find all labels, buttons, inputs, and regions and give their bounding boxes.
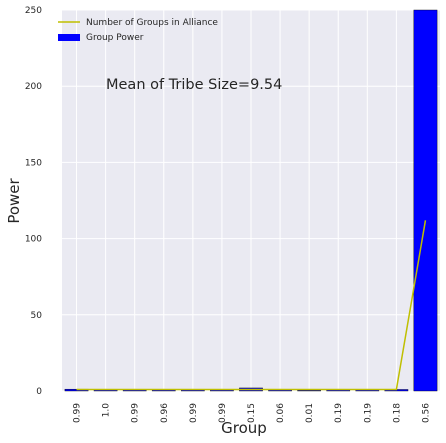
legend: Number of Groups in Alliance Group Power [58,18,218,43]
y-tick-label-2: 100 [25,235,42,245]
x-tick-label-7: 0.06 [276,403,286,423]
y-tick-label-1: 50 [31,311,43,321]
x-tick-label-11: 0.18 [392,403,402,423]
line-groups-in-alliance [76,220,427,391]
x-tick-label-2: 0.99 [131,403,141,423]
y-tick-label-0: 0 [36,387,42,397]
legend-label-group-power: Group Power [86,33,144,43]
y-axis-label: Power [5,177,23,223]
x-tick-labels: 0.99 1.0 0.99 0.96 0.99 0.99 0.15 0.06 0.01 0.19 0… [73,403,432,423]
x-tick-label-0: 0.99 [73,403,83,423]
legend-bar-swatch [58,34,80,41]
x-tick-label-3: 0.96 [160,403,170,423]
x-tick-label-6: 0.15 [247,403,257,423]
x-tick-label-9: 0.19 [334,403,344,423]
y-tick-label-4: 200 [25,82,42,92]
bar-8 [297,390,321,392]
y-tick-labels: 0 50 100 150 200 250 [25,6,42,397]
bar-12 [413,9,438,392]
x-tick-label-1: 1.0 [102,403,112,418]
x-tick-label-8: 0.01 [305,403,315,423]
annotation-mean-tribe-size: Mean of Tribe Size=9.54 [106,77,282,93]
y-tick-label-5: 250 [25,6,42,16]
x-tick-label-12: 0.56 [421,403,431,423]
line-series [76,220,427,391]
legend-label-groups-in-alliance: Number of Groups in Alliance [86,18,218,28]
x-tick-label-4: 0.99 [189,403,199,423]
x-tick-label-10: 0.19 [363,403,373,423]
y-tick-label-3: 150 [25,158,42,168]
x-tick-label-5: 0.99 [218,403,228,423]
x-axis-label: Group [221,419,267,437]
